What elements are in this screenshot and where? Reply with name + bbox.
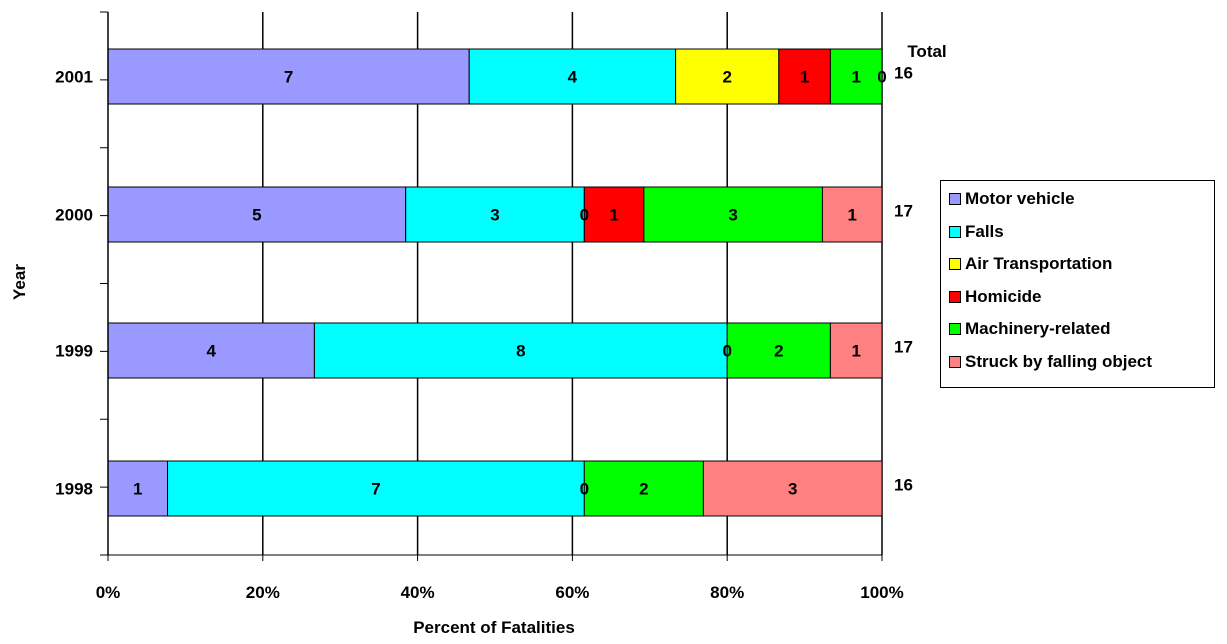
x-axis-title: Percent of Fatalities — [413, 618, 575, 637]
bar-value-label: 3 — [490, 206, 499, 225]
bar-value-label: 7 — [371, 480, 380, 499]
bar-value-label: 2 — [722, 68, 731, 87]
bar-value-label: 1 — [609, 206, 618, 225]
bar-value-label: 4 — [568, 68, 578, 87]
legend-label: Motor vehicle — [965, 189, 1075, 209]
y-axis-title: Year — [10, 264, 29, 300]
legend-swatch — [949, 323, 961, 335]
bar-value-label: 1 — [851, 68, 860, 87]
bar-value-label: 0 — [580, 206, 589, 225]
bar-value-label: 2 — [774, 342, 783, 361]
legend-item: Struck by falling object — [949, 352, 1152, 372]
bar-value-label: 1 — [133, 480, 142, 499]
legend-item: Machinery-related — [949, 319, 1111, 339]
bar-value-label: 5 — [252, 206, 261, 225]
bar-value-label: 1 — [800, 68, 809, 87]
totals-header: Total — [907, 42, 946, 61]
x-tick-label: 80% — [710, 583, 744, 602]
x-tick-label: 60% — [555, 583, 589, 602]
bar-total-label: 16 — [894, 64, 913, 83]
bar-value-label: 7 — [284, 68, 293, 87]
bar-value-label: 2 — [639, 480, 648, 499]
bar-value-label: 3 — [728, 206, 737, 225]
legend-item: Homicide — [949, 287, 1042, 307]
legend-item: Air Transportation — [949, 254, 1112, 274]
legend-label: Falls — [965, 222, 1004, 242]
bar-total-label: 16 — [894, 476, 913, 495]
y-category-label: 2000 — [55, 206, 93, 225]
legend: Motor vehicle Falls Air Transportation Homi… — [940, 180, 1215, 388]
bar-value-label: 0 — [722, 342, 731, 361]
x-tick-label: 100% — [860, 583, 903, 602]
legend-swatch — [949, 291, 961, 303]
bar-value-label: 0 — [580, 480, 589, 499]
legend-swatch — [949, 258, 961, 270]
y-category-label: 1999 — [55, 342, 93, 361]
bar-value-label: 4 — [206, 342, 216, 361]
bar-total-label: 17 — [894, 202, 913, 221]
legend-item: Motor vehicle — [949, 189, 1075, 209]
y-category-label: 2001 — [55, 68, 93, 87]
bar-total-label: 17 — [894, 338, 913, 357]
legend-swatch — [949, 226, 961, 238]
legend-label: Machinery-related — [965, 319, 1111, 339]
bar-value-label: 0 — [877, 68, 886, 87]
x-tick-label: 20% — [246, 583, 280, 602]
legend-swatch — [949, 356, 961, 368]
legend-label: Struck by falling object — [965, 352, 1152, 372]
x-tick-label: 40% — [401, 583, 435, 602]
y-category-label: 1998 — [55, 480, 93, 499]
legend-item: Falls — [949, 222, 1004, 242]
legend-label: Homicide — [965, 287, 1042, 307]
bars — [108, 49, 882, 516]
bar-value-label: 1 — [847, 206, 856, 225]
legend-swatch — [949, 193, 961, 205]
bar-value-label: 3 — [788, 480, 797, 499]
legend-label: Air Transportation — [965, 254, 1112, 274]
x-tick-label: 0% — [96, 583, 121, 602]
bar-value-label: 8 — [516, 342, 525, 361]
bar-value-label: 1 — [851, 342, 860, 361]
